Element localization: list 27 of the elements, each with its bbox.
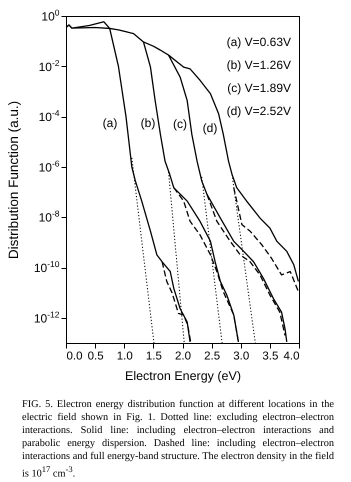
x-tick-label: 2.0 [175,350,191,362]
x-tick-label: 2.5 [204,350,220,362]
y-tick-label: 10$^{-8}$ [38,208,60,225]
y-tick-label: 10$^{-10}$ [34,259,60,276]
annotation: (a) V=0.63V [226,35,291,49]
x-tick-label: 3.5 [262,350,278,362]
x-tick-label: 4.0 [284,350,300,362]
annotation: (c) V=1.89V [227,81,291,95]
y-tick-label: 10$^{-6}$ [38,158,60,174]
annotation: (b) V=1.26V [226,58,291,72]
annotation: (d) V=2.52V [226,104,291,118]
x-tick-label: 3.0 [233,350,250,362]
x-tick-label: 1.0 [116,350,133,362]
annotation: (a) [102,116,118,130]
y-tick-label: 10$^{-12}$ [34,309,60,326]
x-axis-title: Electron Energy (eV) [124,369,242,383]
annotation: (b) [140,116,156,130]
y-tick-label: 10$^{0}$ [41,8,60,24]
annotation: (d) [202,121,218,135]
x-tick-label: 0.5 [88,350,104,362]
annotation: (c) [173,117,187,131]
y-tick-label: 10$^{-4}$ [38,108,60,124]
y-axis-title: Distribution Function (a.u.) [6,100,21,260]
text: FIG. 5. Electron energy distribution function at different locations in the electric field shown in Fig. 1. Dotted line: excluding electron–electron interactions. Solid line: including electron–electron interactions and parabolic energy dispersion. Dashed line: including electron–electron interactions and full energy-band structure. The electron density in the field is 10$^{17}$ cm$^{-3}$. [22,399,334,480]
x-tick-label: 1.5 [146,350,162,362]
x-tick-label: 0.0 [66,350,82,362]
y-tick-label: 10$^{-2}$ [38,58,60,74]
